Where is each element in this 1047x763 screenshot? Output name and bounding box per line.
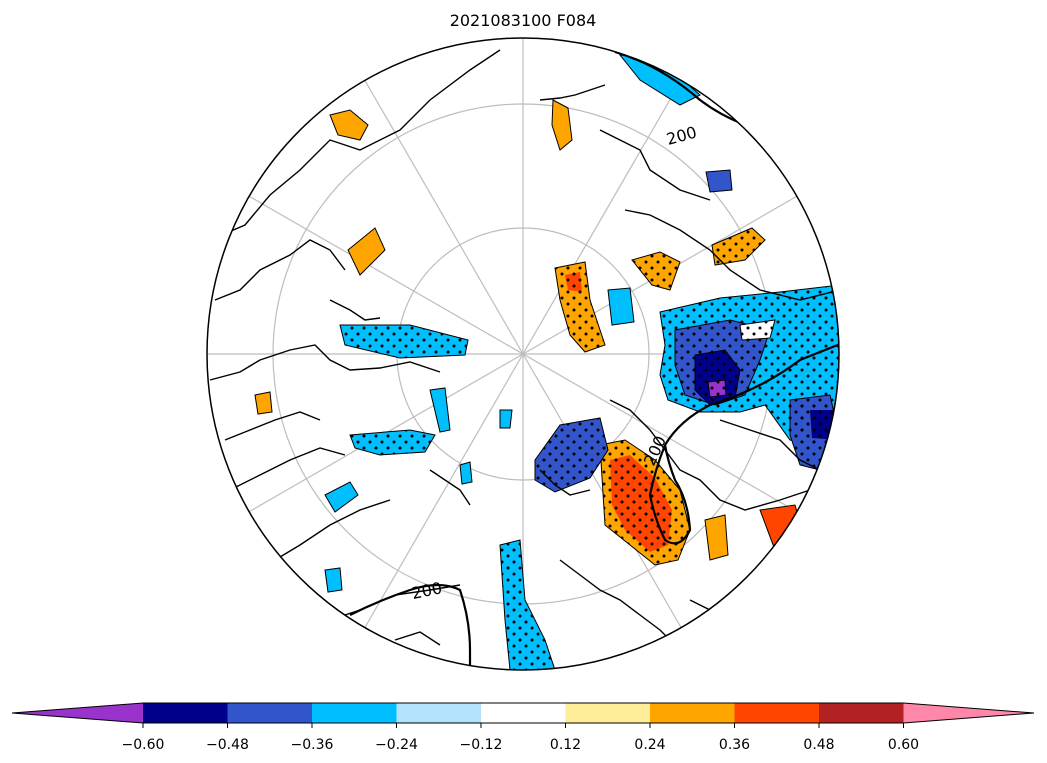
colorbar-box	[481, 703, 566, 723]
colorbar-box	[396, 703, 482, 723]
colorbar-tick-label: 0.12	[550, 737, 581, 753]
colorbar-box	[734, 703, 820, 723]
coastlines	[209, 49, 839, 651]
colorbar: −0.60 −0.48 −0.36 −0.24 −0.12 0.12 0.24 0.36 0.4…	[11, 702, 1035, 753]
map-boundary	[206, 37, 840, 671]
map-title: 2021083100 F084	[450, 11, 597, 30]
colorbar-box	[819, 703, 904, 723]
colorbar-tick-label: 0.48	[803, 737, 834, 753]
colorbar-tick-label: 0.24	[634, 737, 665, 753]
colorbar-extend-high	[903, 703, 1034, 723]
colorbar-box	[227, 703, 313, 723]
colorbar-box	[312, 703, 397, 723]
colorbar-tick-label: −0.24	[375, 737, 418, 753]
colorbar-tick-label: −0.48	[206, 737, 249, 753]
colorbar-tick-label: 0.60	[888, 737, 919, 753]
colorbar-tick-label: −0.60	[122, 737, 165, 753]
colorbar-box	[143, 703, 228, 723]
map-disk	[207, 38, 839, 670]
colorbar-tick-label: −0.36	[291, 737, 334, 753]
colorbar-box	[565, 703, 651, 723]
colorbar-box	[650, 703, 735, 723]
colorbar-tick-label: −0.12	[460, 737, 503, 753]
colorbar-tick-label: 0.36	[719, 737, 750, 753]
colorbar-extend-low	[12, 703, 143, 723]
